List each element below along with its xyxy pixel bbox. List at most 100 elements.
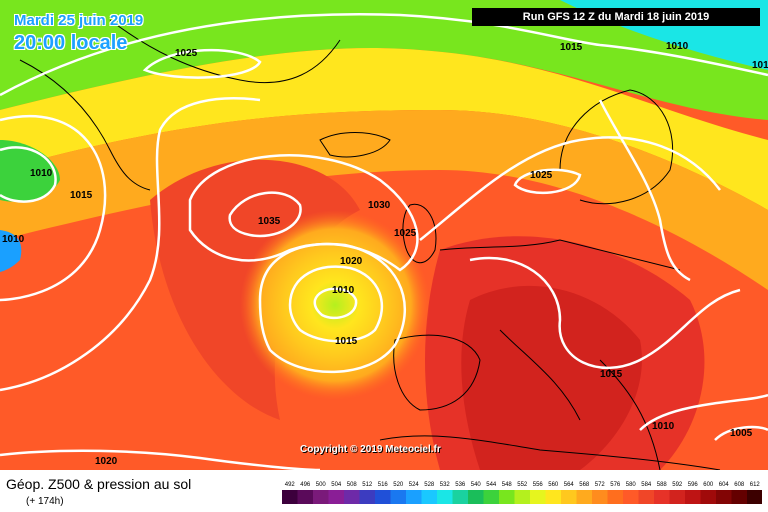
scale-label: 512 — [362, 482, 373, 488]
scale-label: 544 — [486, 482, 497, 488]
scale-label: 492 — [285, 482, 296, 488]
scale-swatch — [747, 490, 762, 504]
scale-label: 508 — [347, 482, 358, 488]
scale-label: 552 — [517, 482, 528, 488]
isobars — [0, 13, 768, 470]
isobar-label: 1005 — [730, 428, 753, 439]
band-blue-west — [0, 230, 22, 272]
scale-label: 576 — [610, 482, 621, 488]
scale-label: 536 — [455, 482, 466, 488]
scale-swatch — [468, 490, 484, 504]
scale-label: 556 — [533, 482, 544, 488]
scale-label: 572 — [595, 482, 606, 488]
scale-label: 608 — [734, 482, 745, 488]
legend-subtitle: (+ 174h) — [26, 496, 64, 507]
isobar-label: 1010 — [2, 234, 25, 245]
band-yellow — [0, 48, 768, 211]
coastlines — [19, 19, 721, 470]
scale-swatch — [592, 490, 608, 504]
africa-coast — [379, 435, 721, 470]
scale-label: 516 — [378, 482, 389, 488]
isobar-label: 1010 — [332, 285, 355, 296]
isobar-label: 1020 — [340, 256, 363, 267]
scale-swatch — [530, 490, 546, 504]
scale-swatch — [359, 490, 375, 504]
isobar-1015-north-east — [598, 99, 691, 282]
scale-swatch — [297, 490, 313, 504]
scale-swatch — [623, 490, 639, 504]
scale-label: 600 — [703, 482, 714, 488]
isobar-label: 1025 — [394, 228, 417, 239]
scale-swatch — [499, 490, 515, 504]
isobar-label: 1015 — [335, 336, 358, 347]
band-orange — [0, 110, 768, 290]
geopotential-map: 1025 1015 1010 1010 1015 1010 1035 1030 … — [0, 0, 768, 470]
scale-swatch — [700, 490, 716, 504]
forecast-time: 20:00 locale — [14, 32, 128, 54]
isobar-1010-west — [0, 146, 57, 203]
scale-swatch — [344, 490, 360, 504]
scale-label: 560 — [548, 482, 559, 488]
scandinavia-coast — [559, 89, 674, 205]
scale-swatch — [406, 490, 422, 504]
forecast-date: Mardi 25 juin 2019 — [14, 12, 144, 29]
band-darkred-europe — [461, 285, 642, 470]
isobar-1020-low — [258, 242, 406, 374]
scale-swatch — [282, 490, 298, 504]
isobar-label: 1010 — [666, 41, 689, 52]
isobar-1015-west — [0, 114, 107, 302]
isobar-1015-low — [288, 265, 384, 343]
scale-label: 564 — [564, 482, 575, 488]
isobar-1025-ridge — [419, 136, 721, 241]
legend-title: Géop. Z500 & pression au sol — [6, 476, 192, 492]
isobar-label: 1010 — [30, 168, 53, 179]
scale-label: 604 — [719, 482, 730, 488]
isobar-1015-europe — [469, 256, 741, 370]
scale-label: 532 — [440, 482, 451, 488]
isobar-1010-low — [313, 287, 358, 320]
isobar-1020-south — [0, 449, 321, 470]
scale-swatch — [607, 490, 623, 504]
scale-swatch — [452, 490, 468, 504]
isobar-1020-west — [0, 97, 261, 392]
scale-label: 568 — [579, 482, 590, 488]
isobar-label: 1025 — [175, 48, 198, 59]
scale-label: 496 — [300, 482, 311, 488]
scale-label: 596 — [688, 482, 699, 488]
isobar-labels: 1025 1015 1010 1010 1015 1010 1035 1030 … — [2, 41, 768, 467]
scale-swatch — [685, 490, 701, 504]
greenland-coast — [19, 19, 341, 191]
scale-label: 592 — [672, 482, 683, 488]
scale-label: 500 — [316, 482, 327, 488]
scale-label: 540 — [471, 482, 482, 488]
scale-swatch — [483, 490, 499, 504]
isobar-1015-top — [0, 13, 768, 97]
scale-label: 504 — [331, 482, 342, 488]
band-green-west — [0, 140, 60, 202]
isobar-label: 1015 — [560, 42, 583, 53]
britain-coast — [402, 203, 437, 263]
scale-swatch — [375, 490, 391, 504]
color-scale: 492 496 500 504 508 512 516 520 524 528 532 536 540 5… — [282, 482, 762, 504]
isobar-1025-top — [142, 48, 262, 79]
scale-swatch — [328, 490, 344, 504]
isobar-1010-east — [639, 393, 768, 431]
isobar-label: 1015 — [70, 190, 93, 201]
scale-swatch — [638, 490, 654, 504]
isobar-1005-east — [714, 425, 768, 441]
copyright-text: Copyright © 2019 Meteociel.fr — [300, 444, 441, 455]
scale-swatch — [421, 490, 437, 504]
europe-coast — [439, 239, 681, 470]
isobar-label: 1030 — [368, 200, 391, 211]
scale-label: 612 — [750, 482, 761, 488]
iceland-coast — [319, 132, 391, 158]
scale-swatch — [313, 490, 329, 504]
scale-label: 528 — [424, 482, 435, 488]
isobar-1035 — [228, 191, 302, 238]
isobar-label: 1010 — [652, 421, 675, 432]
isobar-label: 101 — [752, 60, 768, 71]
scale-label: 548 — [502, 482, 513, 488]
scale-swatch — [561, 490, 577, 504]
scale-swatch — [654, 490, 670, 504]
